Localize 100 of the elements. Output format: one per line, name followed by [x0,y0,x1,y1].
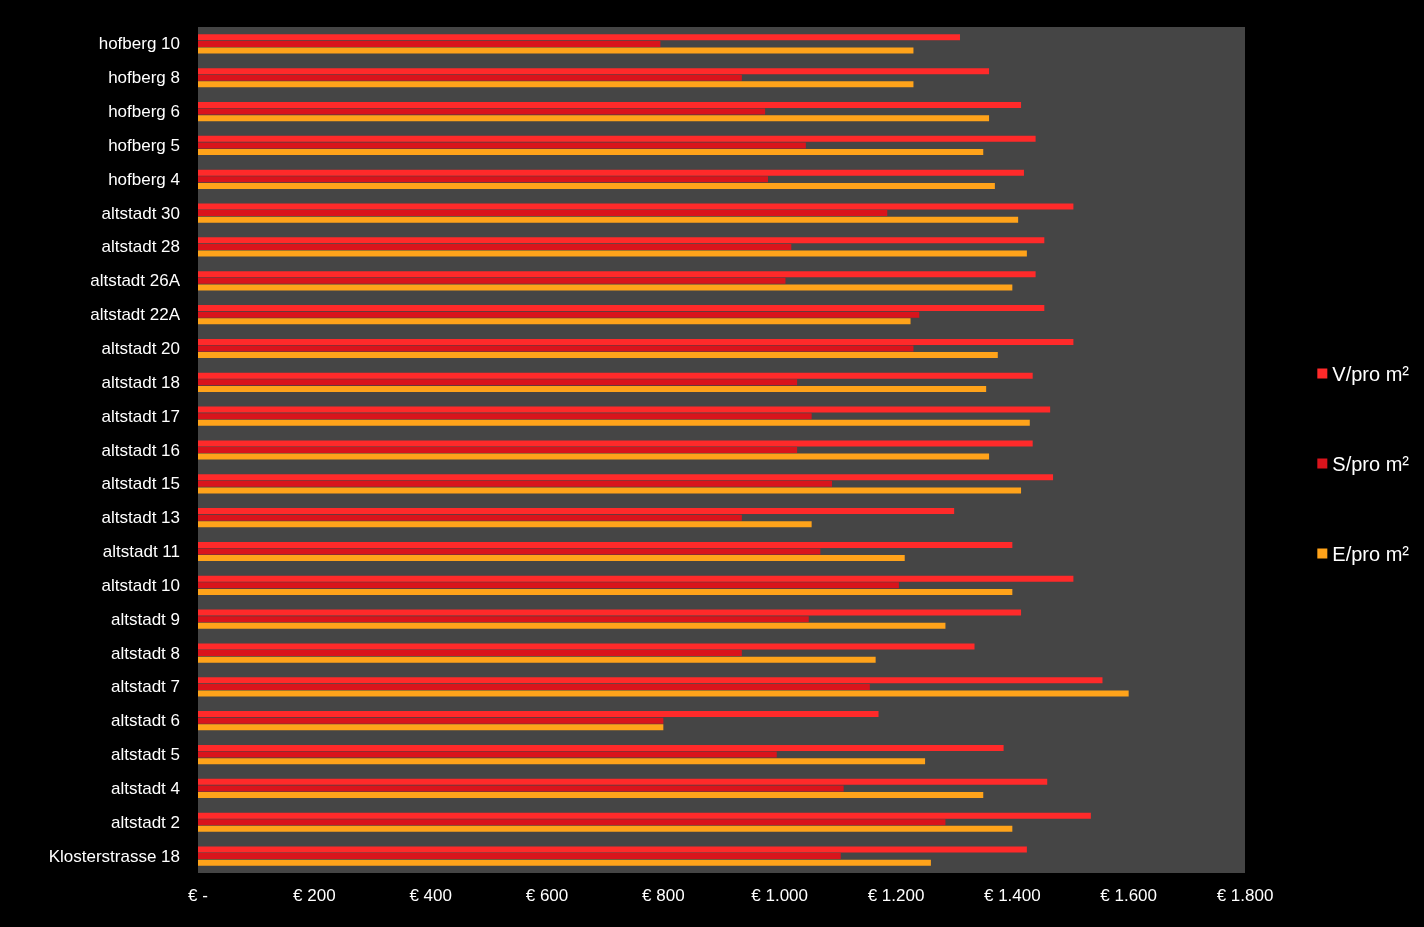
x-tick-label: € 1.600 [1100,886,1158,905]
bar [198,284,1013,291]
bar [198,616,809,623]
bar [198,548,821,555]
bar [198,609,1022,616]
x-tick-label: € 1.200 [867,886,925,905]
bar [198,81,914,88]
y-tick-label: altstadt 9 [111,609,180,629]
bar [198,182,995,189]
bar [198,792,984,798]
bar [198,474,1054,481]
x-tick-label: € 800 [642,886,685,905]
y-tick-label: altstadt 8 [111,643,180,663]
bar [198,440,1033,447]
bar [198,514,742,521]
bar [198,149,984,156]
y-tick-label: hofberg 4 [108,169,180,189]
y-tick-label: altstadt 17 [101,406,180,426]
bar [198,677,1103,684]
bar [198,352,998,359]
bar [198,690,1129,697]
bar [198,40,661,47]
bar [198,345,914,352]
bar [198,487,1022,494]
legend-label: V/pro m² [1332,362,1410,385]
bar [198,622,946,629]
bar [198,521,812,528]
bar [198,34,960,41]
bar [198,819,946,826]
bar [198,243,792,250]
bar [198,643,975,650]
y-tick-label: hofberg 6 [108,102,180,122]
bar [198,656,876,663]
bar [198,311,920,318]
bar [198,142,806,149]
bar [198,385,987,392]
bar [198,169,1024,176]
bar [198,778,1048,785]
bar [198,115,990,122]
bar [198,318,911,325]
bar [198,751,777,758]
bar [198,711,879,718]
bar [198,372,1033,379]
bar [198,203,1074,210]
bar [198,406,1051,413]
bar [198,575,1074,582]
y-tick-label: altstadt 6 [111,711,180,731]
bar [198,210,888,217]
y-tick-label: hofberg 8 [108,68,180,88]
bar [198,379,798,386]
bar [198,846,1027,853]
y-tick-label: altstadt 22A [90,305,181,325]
bar [198,582,899,589]
bar [198,555,905,562]
bar [198,237,1045,244]
y-tick-label: altstadt 30 [101,203,180,223]
y-tick-label: altstadt 18 [101,372,180,392]
y-tick-label: altstadt 15 [101,474,180,494]
bar [198,588,1013,595]
bar [198,250,1027,257]
x-tick-label: € 200 [293,886,336,905]
x-tick-label: € - [188,886,208,905]
y-tick-label: altstadt 10 [101,575,180,595]
y-tick-label: altstadt 20 [101,338,180,358]
y-tick-label: altstadt 2 [111,812,180,832]
bar [198,74,742,81]
bar [198,305,1045,312]
legend-label: S/pro m² [1332,452,1410,475]
bar [198,683,870,690]
bar [198,102,1022,108]
bar [198,724,664,731]
y-tick-label: altstadt 26A [90,271,181,291]
bar [198,812,1091,819]
bar [198,785,844,792]
x-tick-label: € 1.400 [983,886,1041,905]
bar [198,744,1004,751]
y-tick-label: Klosterstrasse 18 [48,846,180,866]
bar [198,108,766,115]
bar [198,47,914,54]
y-tick-label: altstadt 4 [111,778,180,798]
y-tick-label: altstadt 7 [111,677,180,697]
bar [198,508,955,515]
bar [198,419,1030,426]
y-tick-label: altstadt 11 [102,542,180,562]
bar [198,277,786,284]
bar [198,447,798,453]
bar [198,453,990,460]
x-tick-label: € 400 [409,886,452,905]
y-tick-label: altstadt 16 [101,440,180,460]
y-tick-label: altstadt 28 [101,237,180,257]
bar [198,271,1036,278]
legend-label: E/pro m² [1332,542,1410,565]
y-tick-label: altstadt 13 [101,508,180,528]
bar [198,541,1013,548]
bar [198,135,1036,142]
y-tick-label: hofberg 10 [98,34,180,54]
bar [198,413,812,420]
y-tick-label: altstadt 5 [111,745,180,765]
bar [198,216,1019,223]
bar [198,480,833,487]
